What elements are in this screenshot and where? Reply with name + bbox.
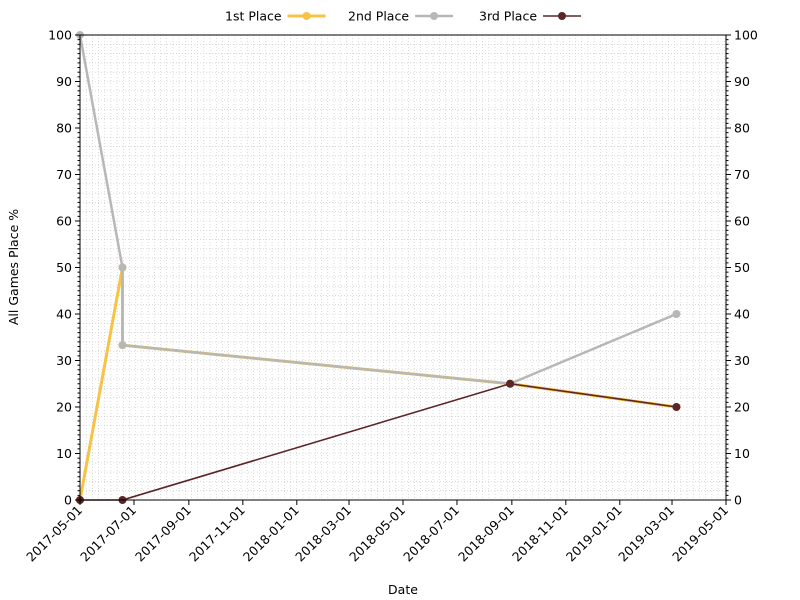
x-tick-label: 2018-07-01: [400, 503, 462, 565]
data-point: [118, 263, 127, 272]
legend-label: 3rd Place: [479, 9, 537, 24]
y-tick-label-right: 20: [734, 400, 750, 415]
data-point: [118, 341, 127, 350]
x-tick-label: 2018-09-01: [455, 503, 517, 565]
x-axis-label: Date: [388, 582, 418, 597]
y-tick-label-left: 80: [56, 121, 72, 136]
x-tick-label: 2018-11-01: [509, 503, 571, 565]
y-tick-label-left: 90: [56, 74, 72, 89]
axes: 0 0 10 10 20 20 30 30 40 40 50 50 60 60 70 70 80 80 90 90 10…: [23, 28, 758, 565]
y-tick-label-right: 70: [734, 167, 750, 182]
y-tick-label-right: 0: [734, 493, 742, 508]
legend-label: 1st Place: [225, 9, 282, 24]
series-line: [78, 34, 677, 385]
y-tick-label-right: 10: [734, 446, 750, 461]
y-tick-label-left: 40: [56, 307, 72, 322]
legend-label: 2nd Place: [348, 9, 409, 24]
y-tick-label-left: 20: [56, 400, 72, 415]
y-tick-label-left: 100: [48, 28, 72, 43]
x-tick-label: 2017-09-01: [132, 503, 194, 565]
y-tick-label-right: 90: [734, 74, 750, 89]
legend-swatch-marker: [430, 12, 439, 20]
y-tick-label-left: 10: [56, 446, 72, 461]
y-tick-label-left: 30: [56, 353, 72, 368]
y-tick-label-left: 50: [56, 260, 72, 275]
x-tick-label: 2018-03-01: [292, 503, 354, 565]
x-tick-label: 2017-05-01: [23, 503, 85, 565]
data-point: [672, 403, 681, 411]
y-tick-label-left: 70: [56, 167, 72, 182]
y-tick-label-left: 0: [64, 493, 72, 508]
grid: [79, 34, 726, 501]
x-tick-label: 2019-05-01: [669, 503, 731, 565]
series-line: [80, 382, 677, 501]
legend-swatch-marker: [558, 12, 567, 20]
y-tick-label-right: 100: [734, 28, 758, 43]
legend-swatch-marker: [302, 12, 311, 20]
x-tick-label: 2018-05-01: [346, 503, 408, 565]
legend: 1st Place 2nd Place 3rd Place: [225, 9, 582, 24]
data-point: [506, 379, 515, 388]
x-tick-label: 2017-11-01: [186, 503, 248, 565]
y-tick-label-right: 30: [734, 353, 750, 368]
x-tick-label: 2019-03-01: [615, 503, 677, 565]
x-tick-label: 2017-07-01: [77, 503, 139, 565]
y-tick-label-right: 40: [734, 307, 750, 322]
data-point: [672, 310, 681, 318]
y-tick-label-right: 80: [734, 121, 750, 136]
y-tick-label-left: 60: [56, 214, 72, 229]
y-tick-label-right: 50: [734, 260, 750, 275]
y-axis-label: All Games Place %: [6, 209, 21, 325]
y-tick-label-right: 60: [734, 214, 750, 229]
series-line: [78, 266, 677, 501]
